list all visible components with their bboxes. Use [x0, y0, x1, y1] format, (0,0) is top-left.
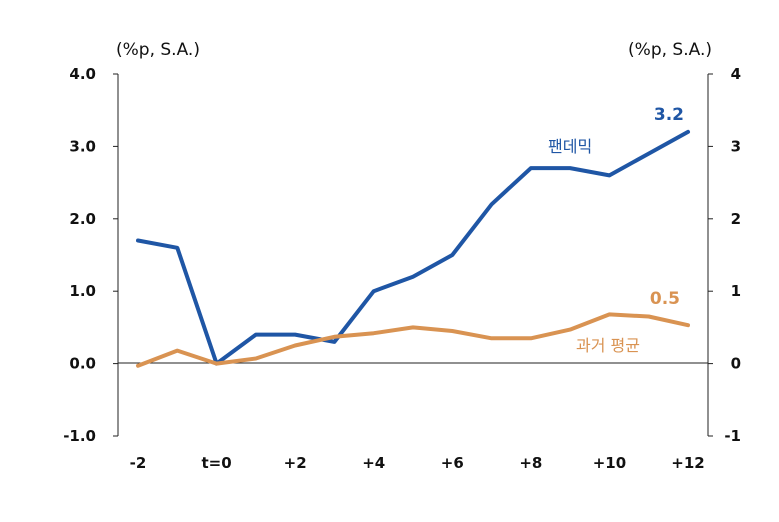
series-1-point-14 [687, 324, 689, 326]
left-tick-label-4: 0.0 [69, 355, 96, 373]
series-0-point-13 [648, 153, 650, 155]
right-tick-label-2: 2 [731, 210, 741, 228]
right-tick-label-0: 4 [731, 65, 741, 83]
series-0-point-9 [491, 203, 493, 205]
series-1-point-4 [294, 345, 296, 346]
series-0-point-3 [255, 334, 257, 336]
series-1-point-5 [333, 336, 335, 338]
series-end-value-past-average: 0.5 [650, 289, 680, 309]
right-tick-label-1: 3 [731, 137, 741, 155]
right-axis-unit: (%p, S.A.) [628, 40, 712, 60]
right-tick-label-4: 0 [731, 355, 741, 373]
x-tick-label-6: +10 [593, 454, 626, 472]
left-tick-label-3: 1.0 [69, 282, 96, 300]
x-tick-label-2: +2 [284, 454, 307, 472]
x-tick-label-4: +6 [441, 454, 464, 472]
series-1-point-6 [373, 332, 375, 334]
series-0-point-6 [373, 290, 375, 292]
series-0-point-1 [176, 247, 178, 249]
x-tick-label-1: t=0 [201, 454, 231, 472]
right-tick-label-3: 1 [731, 282, 741, 300]
series-1-point-7 [412, 326, 414, 328]
left-tick-label-5: -1.0 [63, 427, 96, 445]
series-1-point-11 [569, 329, 571, 331]
series-1-point-10 [530, 337, 532, 339]
series-labels: 팬데믹 3.2 과거 평균 0.5 [548, 105, 684, 355]
series-0-point-0 [137, 240, 139, 242]
series-0-point-10 [530, 167, 532, 169]
series-1-point-3 [255, 358, 257, 360]
series-0-point-12 [608, 174, 610, 176]
left-tick-label-1: 3.0 [69, 137, 96, 155]
x-tick-label-5: +8 [519, 454, 542, 472]
series-name-pandemic: 팬데믹 [548, 137, 592, 156]
series-1-point-12 [608, 313, 610, 315]
x-tick-label-3: +4 [362, 454, 385, 472]
series-0-point-11 [569, 167, 571, 169]
series-0-point-14 [687, 131, 689, 133]
series-0-point-7 [412, 276, 414, 278]
series-1-point-1 [176, 350, 178, 352]
right-tick-label-5: -1 [724, 427, 741, 445]
x-tick-label-0: -2 [130, 454, 147, 472]
series-0-point-8 [451, 254, 453, 256]
left-axis-unit: (%p, S.A.) [116, 40, 200, 60]
series-1-point-8 [451, 330, 453, 332]
series-1-point-9 [491, 337, 493, 339]
x-tick-label-7: +12 [671, 454, 704, 472]
series-0-point-5 [333, 341, 335, 343]
series-1-point-0 [137, 365, 139, 367]
series-1-point-13 [648, 316, 650, 318]
left-tick-label-2: 2.0 [69, 210, 96, 228]
series-1-point-2 [216, 363, 218, 365]
series-name-past-average: 과거 평균 [576, 336, 640, 355]
axis-ticks: 4.0 3.0 2.0 1.0 0.0 -1.0 4 3 2 1 0 -1 -2 t=0 +2 +4 +6 +8 +… [63, 65, 741, 472]
series-0-point-4 [294, 334, 296, 336]
left-tick-label-0: 4.0 [69, 65, 96, 83]
series-end-value-pandemic: 3.2 [654, 105, 684, 125]
series-lines [136, 129, 690, 368]
